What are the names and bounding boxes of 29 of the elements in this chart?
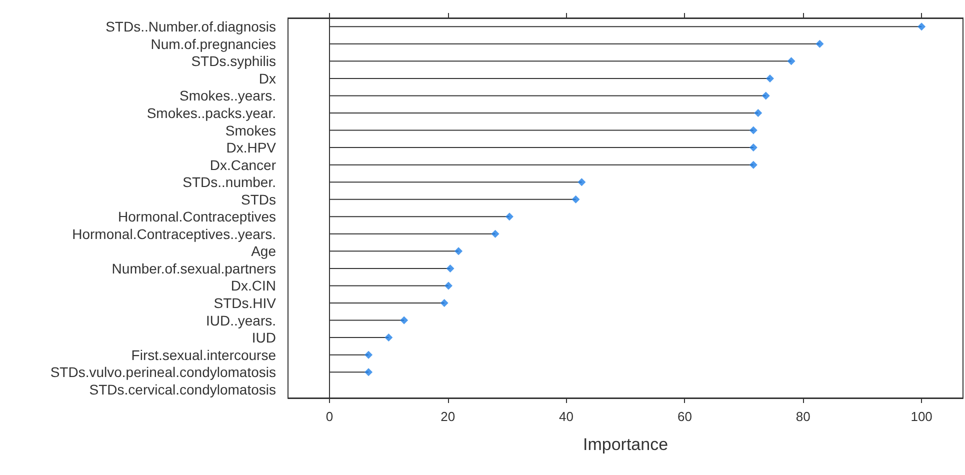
x-axis-title: Importance <box>582 435 668 454</box>
y-tick-label: STDs.HIV <box>214 295 277 311</box>
y-tick-label: STDs.syphilis <box>191 53 276 70</box>
x-tick-label: 40 <box>559 409 574 424</box>
x-tick-label: 100 <box>910 409 932 424</box>
y-tick-label: Number.of.sexual.partners <box>112 260 276 276</box>
y-tick-label: Dx.Cancer <box>210 156 276 173</box>
y-tick-label: Age <box>251 243 276 260</box>
y-tick-label: Dx.HPV <box>226 140 277 156</box>
y-tick-label: Hormonal.Contraceptives..years. <box>72 226 276 242</box>
x-tick-label: 20 <box>440 409 456 424</box>
y-tick-label: STDs <box>241 191 276 208</box>
y-tick-label: Smokes <box>225 122 276 138</box>
y-tick-label: IUD..years. <box>206 312 276 328</box>
x-tick-label: 0 <box>326 409 334 424</box>
y-tick-label: STDs.cervical.condylomatosis <box>89 381 276 398</box>
x-tick-label: 60 <box>677 409 692 424</box>
y-tick-label: Smokes..packs.year. <box>146 105 276 121</box>
y-tick-label: STDs..number. <box>182 174 276 190</box>
y-tick-label: Smokes..years. <box>180 88 276 104</box>
y-tick-label: STDs..Number.of.diagnosis <box>106 18 276 35</box>
y-tick-label: Dx.CIN <box>230 278 276 294</box>
y-tick-label: STDs.vulvo.perineal.condylomatosis <box>50 364 276 380</box>
y-tick-label: IUD <box>252 330 276 346</box>
y-tick-label: Dx <box>258 70 276 86</box>
y-tick-label: First.sexual.intercourse <box>131 346 276 363</box>
y-tick-label: Hormonal.Contraceptives <box>118 208 276 225</box>
y-tick-label: Num.of.pregnancies <box>150 36 276 52</box>
x-tick-label: 80 <box>796 409 810 424</box>
